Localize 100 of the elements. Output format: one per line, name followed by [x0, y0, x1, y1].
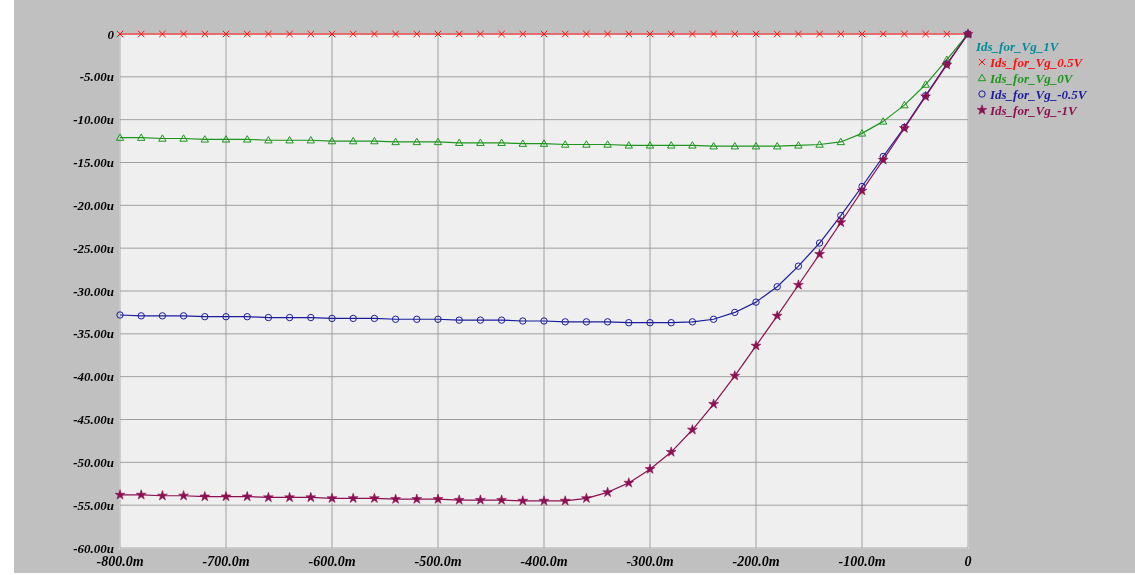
point — [942, 55, 951, 63]
point — [263, 491, 274, 502]
point — [519, 317, 527, 325]
point — [943, 30, 951, 38]
point — [496, 494, 507, 505]
point — [370, 30, 379, 38]
point — [921, 30, 930, 38]
point — [285, 313, 294, 322]
point — [731, 30, 739, 38]
point — [709, 315, 718, 323]
point — [603, 140, 612, 148]
point — [391, 315, 400, 323]
point — [221, 135, 231, 143]
point — [540, 317, 548, 325]
point — [307, 30, 315, 38]
point — [773, 142, 782, 150]
point — [179, 30, 188, 38]
point — [476, 30, 485, 38]
point — [794, 30, 803, 38]
point — [645, 141, 655, 149]
point — [222, 313, 230, 321]
point — [179, 312, 188, 320]
point — [201, 313, 209, 321]
point — [879, 117, 888, 125]
point — [731, 308, 739, 317]
point — [179, 134, 188, 142]
point — [433, 137, 443, 146]
point — [391, 30, 400, 38]
point — [328, 314, 336, 323]
legend-label: Ids_for_Vg_-1V — [989, 102, 1079, 118]
point — [538, 495, 550, 506]
point — [432, 493, 444, 504]
y-tick-label: -15.00u — [73, 155, 114, 171]
legend-label: Ids_for_Vg_0.5V — [989, 54, 1084, 70]
point — [157, 490, 168, 501]
point — [135, 489, 147, 500]
point — [667, 141, 676, 149]
point — [475, 494, 486, 505]
point — [137, 133, 146, 141]
point — [201, 30, 209, 38]
legend-label: Ids_for_Vg_-0.5V — [989, 86, 1088, 102]
point — [518, 139, 527, 147]
point — [750, 340, 762, 351]
y-tick-label: -35.00u — [73, 326, 114, 342]
point — [413, 30, 421, 38]
legend-label: Ids_for_Vg_0V — [989, 70, 1074, 86]
y-tick-label: -50.00u — [73, 454, 114, 470]
y-tick-label: -45.00u — [73, 412, 114, 428]
point — [858, 182, 866, 191]
point — [241, 491, 253, 502]
y-tick-label: -60.00u — [73, 540, 114, 556]
point — [453, 494, 465, 505]
point — [623, 477, 635, 488]
point — [264, 136, 273, 144]
point — [900, 100, 909, 109]
point — [349, 314, 357, 323]
y-tick-label: 0 — [107, 26, 115, 42]
point — [539, 139, 549, 147]
point — [709, 142, 718, 150]
point — [497, 30, 506, 38]
point — [837, 30, 845, 38]
point — [646, 319, 654, 327]
point — [794, 262, 803, 270]
point — [306, 136, 315, 144]
point — [815, 30, 824, 38]
point — [856, 185, 868, 196]
point — [794, 141, 803, 149]
point — [220, 491, 232, 502]
point — [137, 30, 145, 38]
point — [688, 318, 697, 326]
point — [900, 30, 909, 38]
point — [349, 30, 357, 38]
point — [497, 316, 506, 324]
point — [877, 154, 889, 165]
point — [519, 30, 527, 38]
point — [413, 315, 421, 323]
x-tick-label: 0 — [964, 554, 972, 569]
point — [115, 133, 125, 141]
point — [814, 248, 825, 259]
point — [434, 315, 442, 323]
point — [688, 30, 697, 38]
x-tick-label: -300.0m — [626, 554, 674, 569]
point — [327, 136, 337, 145]
point — [370, 136, 379, 145]
point — [835, 217, 847, 227]
point — [625, 30, 633, 38]
point — [158, 312, 167, 320]
point — [644, 463, 656, 474]
point — [114, 489, 126, 500]
point — [137, 312, 145, 320]
point — [243, 135, 252, 143]
point — [665, 446, 677, 457]
point — [307, 313, 315, 322]
point — [284, 491, 295, 502]
y-tick-label: -40.00u — [73, 369, 114, 385]
point — [411, 493, 423, 504]
point — [497, 138, 506, 146]
point — [751, 142, 761, 150]
point — [347, 492, 359, 503]
point — [581, 492, 592, 503]
